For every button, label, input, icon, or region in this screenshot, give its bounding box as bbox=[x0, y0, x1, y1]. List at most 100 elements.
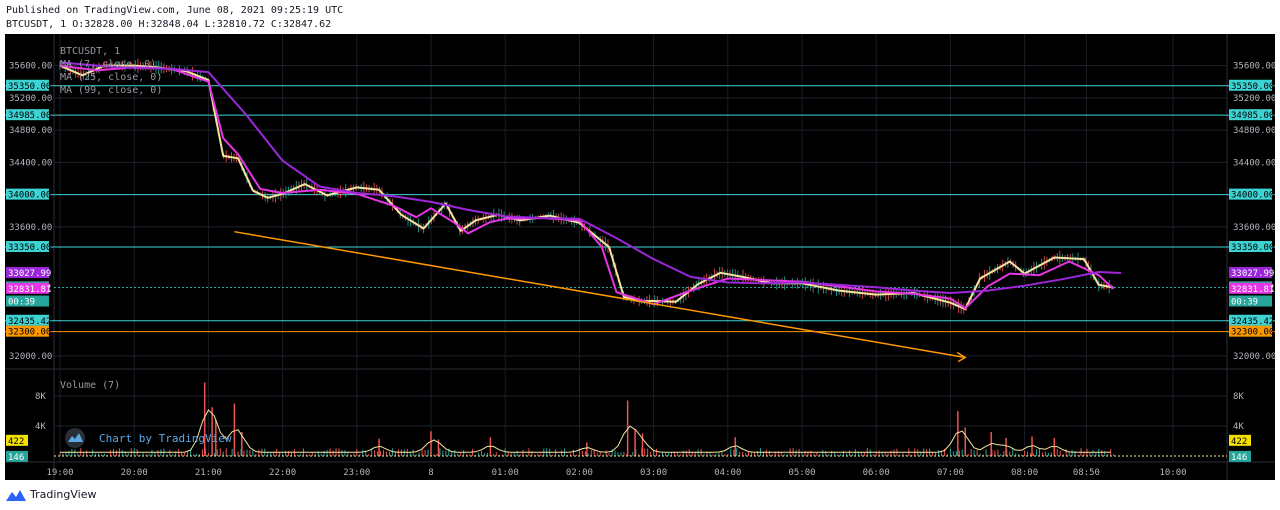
legend-volume: Volume (7) bbox=[60, 380, 120, 391]
level-badge-right-bg bbox=[1229, 325, 1272, 337]
price-badge-right: 33027.99 bbox=[1231, 269, 1274, 279]
time-tick-label: 19:00 bbox=[46, 468, 73, 478]
level-badge-right-bg bbox=[1229, 79, 1272, 91]
level-badge-left-bg bbox=[6, 241, 49, 253]
trendline[interactable] bbox=[234, 230, 967, 363]
level-badge-right: 32435.42 bbox=[1231, 317, 1274, 327]
time-tick-label: 23:00 bbox=[343, 468, 370, 478]
volume-badge-right-bg bbox=[1229, 450, 1251, 462]
watermark-text: Chart by TradingView bbox=[99, 432, 232, 445]
level-badge-right-bg bbox=[1229, 188, 1272, 200]
watermark-mountain-icon bbox=[68, 433, 83, 442]
level-badge-left: 34985.00 bbox=[8, 111, 51, 121]
chart-canvas[interactable]: 35600.00 35600.00 35200.00 35200.00 34800.00… bbox=[5, 34, 1276, 480]
price-tick-label-right: 34800.00 bbox=[1233, 126, 1275, 136]
level-badge-left-bg bbox=[6, 188, 49, 200]
volume-badge-right: 146 bbox=[1231, 453, 1247, 463]
price-tick-label-right: 35200.00 bbox=[1233, 94, 1275, 104]
countdown-badge-right-bg bbox=[1229, 295, 1272, 307]
trendline-line bbox=[234, 230, 966, 359]
time-tick-label: 10:00 bbox=[1159, 468, 1186, 478]
time-tick-label: 8 bbox=[428, 468, 433, 478]
level-badge-left: 33350.00 bbox=[8, 243, 51, 253]
price-tick-label-right: 34400.00 bbox=[1233, 158, 1275, 168]
time-tick-label: 06:00 bbox=[863, 468, 890, 478]
price-badge-left-bg bbox=[6, 266, 49, 278]
volume-badge-left-bg bbox=[6, 434, 28, 446]
ma25-line bbox=[59, 64, 1115, 310]
price-badge-left: 33027.99 bbox=[8, 269, 51, 279]
level-badge-right: 34000.00 bbox=[1231, 191, 1274, 201]
chart-area[interactable]: 35600.00 35600.00 35200.00 35200.00 34800.00… bbox=[5, 34, 1276, 480]
price-tick-label-left: 33600.00 bbox=[9, 223, 52, 233]
time-tick-label: 01:00 bbox=[492, 468, 519, 478]
watermark-logo-icon bbox=[65, 428, 85, 448]
ma99-line bbox=[59, 61, 1122, 294]
tradingview-logo[interactable]: TradingView bbox=[6, 488, 96, 501]
countdown-badge-right: 00:39 bbox=[1231, 298, 1258, 308]
volume-tick-label-right: 4K bbox=[1233, 422, 1244, 432]
price-tick-label-left: 34400.00 bbox=[9, 158, 52, 168]
volume-tick-label-left: 8K bbox=[35, 392, 46, 402]
countdown-badge-left-bg bbox=[6, 295, 49, 307]
trendline-arrow-icon bbox=[956, 351, 967, 363]
horizontal-levels bbox=[5, 85, 1275, 333]
legend-symbol: BTCUSDT, 1 bbox=[60, 46, 120, 57]
time-tick-label: 21:00 bbox=[195, 468, 222, 478]
level-badge-left: 32300.00 bbox=[8, 328, 51, 338]
level-badge-right: 33350.00 bbox=[1231, 243, 1274, 253]
legend-ma25: MA (25, close, 0) bbox=[60, 72, 162, 83]
time-tick-label: 20:00 bbox=[121, 468, 148, 478]
level-badge-right: 34985.00 bbox=[1231, 111, 1274, 121]
time-tick-label: 07:00 bbox=[937, 468, 964, 478]
price-tick-label-right: 32000.00 bbox=[1233, 352, 1275, 362]
ohlc-header: BTCUSDT, 1 O:32828.00 H:32848.04 L:32810… bbox=[6, 19, 332, 30]
price-badge-right: 32831.81 bbox=[1231, 285, 1274, 295]
published-header: Published on TradingView.com, June 08, 2… bbox=[6, 5, 344, 16]
price-tick-label-right: 35600.00 bbox=[1233, 62, 1275, 72]
price-series bbox=[59, 58, 1122, 314]
price-badge-left-bg bbox=[6, 282, 49, 294]
countdown-badge-left: 00:39 bbox=[8, 298, 35, 308]
time-tick-label: 03:00 bbox=[640, 468, 667, 478]
level-badge-right-bg bbox=[1229, 109, 1272, 121]
level-badge-left-bg bbox=[6, 325, 49, 337]
price-badge-right-bg bbox=[1229, 282, 1272, 294]
legend-ma99: MA (99, close, 0) bbox=[60, 85, 162, 96]
volume-badge-right: 422 bbox=[1231, 437, 1247, 447]
volume-badge-left-bg bbox=[6, 450, 28, 462]
tradingview-logo-text: TradingView bbox=[30, 488, 97, 501]
volume-tick-label-left: 4K bbox=[35, 422, 46, 432]
level-badge-right: 32300.00 bbox=[1231, 328, 1274, 338]
level-badge-right-bg bbox=[1229, 314, 1272, 326]
time-tick-label: 02:00 bbox=[566, 468, 593, 478]
volume-ma-line bbox=[60, 409, 1111, 453]
axes: 35600.00 35600.00 35200.00 35200.00 34800.00… bbox=[6, 62, 1276, 478]
level-badge-left-bg bbox=[6, 79, 49, 91]
volume-tick-label-right: 8K bbox=[1233, 392, 1244, 402]
level-badge-left-bg bbox=[6, 109, 49, 121]
watermark: Chart by TradingView bbox=[65, 428, 232, 448]
price-tick-label-left: 35600.00 bbox=[9, 62, 52, 72]
volume-badge-left: 146 bbox=[8, 453, 24, 463]
grid bbox=[5, 34, 1275, 480]
price-tick-label-left: 32000.00 bbox=[9, 352, 52, 362]
volume-pane bbox=[54, 382, 1227, 457]
time-tick-label: 08:50 bbox=[1073, 468, 1100, 478]
legend-ma7: MA (7, close, 0) bbox=[60, 59, 156, 70]
time-tick-label: 08:00 bbox=[1011, 468, 1038, 478]
tradingview-logo-icon bbox=[6, 489, 26, 501]
time-tick-label: 04:00 bbox=[714, 468, 741, 478]
price-badge-left: 32831.81 bbox=[8, 285, 51, 295]
price-tick-label-left: 34800.00 bbox=[9, 126, 52, 136]
volume-badge-right-bg bbox=[1229, 434, 1251, 446]
level-badge-left-bg bbox=[6, 314, 49, 326]
level-badge-right: 35350.00 bbox=[1231, 82, 1274, 92]
price-tick-label-right: 33600.00 bbox=[1233, 223, 1275, 233]
level-badge-right-bg bbox=[1229, 241, 1272, 253]
volume-badge-left: 422 bbox=[8, 437, 24, 447]
time-tick-label: 22:00 bbox=[269, 468, 296, 478]
time-tick-label: 05:00 bbox=[788, 468, 815, 478]
level-badge-left: 34000.00 bbox=[8, 191, 51, 201]
price-tick-label-left: 35200.00 bbox=[9, 94, 52, 104]
